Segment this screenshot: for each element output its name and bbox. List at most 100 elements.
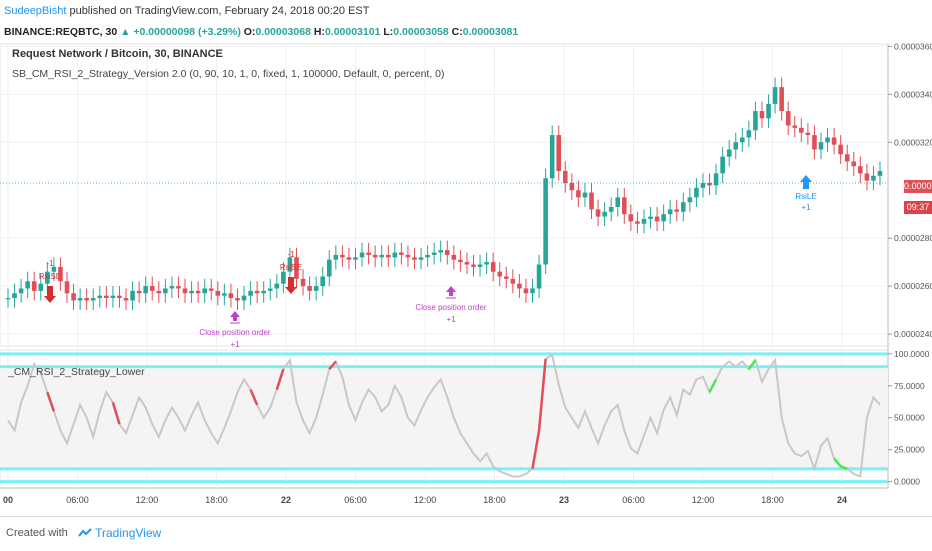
candle-body [64,281,70,294]
rsi-signal-segment [111,402,121,425]
rsi-signal-segment [840,465,848,470]
candle-body [674,209,680,212]
candle-body [667,209,673,215]
candle-body [733,142,739,150]
close-order-qty: +1 [230,340,240,349]
high-value: 0.00003101 [324,26,381,38]
candle-body [340,254,345,258]
candle-body [366,252,371,255]
candle-body [490,262,496,272]
candle-body [215,290,221,296]
candle-body [149,286,155,291]
candle-body [97,295,103,299]
candle-body [471,264,476,267]
long-entry-arrow [800,175,812,189]
candle-body [766,103,771,119]
candle-body [267,288,273,291]
candle-body [458,259,463,263]
candle-body [51,266,57,272]
candle-body [726,149,732,157]
rsi-tick-label: 0.0000 [894,477,920,487]
candle-body [451,254,457,260]
short-entry-label: RsiSE [280,263,302,272]
tradingview-brand: TradingView [95,526,162,540]
candle-body [589,192,594,210]
time-tick-label: 06:00 [622,495,645,505]
close-order-arrow [230,311,240,321]
candle-body [123,298,129,301]
rsi-signal-segment [747,359,757,370]
candle-body [779,87,784,112]
candle-body [31,281,37,291]
candle-body [248,290,253,296]
time-tick-label: 22 [281,495,291,505]
candle-body [45,271,50,284]
rsi-band-fill [0,366,888,469]
candle-body [307,286,312,291]
candle-body [104,295,109,299]
candle-body [77,298,83,301]
candle-body [169,286,175,289]
strategy-legend[interactable]: SB_CM_RSI_2_Strategy_Version 2.0 (0, 90,… [12,68,445,80]
candle-body [792,125,798,128]
candle-body [844,154,850,162]
candle-body [405,254,411,258]
close-order-arrow [446,286,456,296]
candle-body [313,286,319,291]
candle-body [700,183,706,188]
rsi-signal-segment [537,358,547,431]
candle-body [562,171,568,184]
candle-body [517,283,522,289]
candle-body [772,87,778,104]
candle-body [202,288,207,294]
candle-body [431,252,437,255]
rsi-signal-segment [708,378,718,393]
candle-body [831,137,837,145]
candle-body [182,288,188,294]
tradingview-icon [78,528,92,537]
rsi-tick-label: 50.0000 [894,413,925,423]
last-price-tag: 0.00003030 [904,180,932,193]
candle-body [595,209,601,217]
chart-canvas[interactable]: 00 06:00 12:00 18:00 22 06:00 12:00 18:00 23 06:0… [0,0,932,516]
close-order-qty: +1 [446,315,456,324]
candle-body [300,278,306,287]
candle-body [38,283,44,291]
candle-body [759,111,765,119]
candle-body [25,281,30,289]
candle-body [176,286,181,289]
candle-body [648,216,653,219]
candle-body [687,197,693,203]
lower-indicator-legend[interactable]: _CM_RSI_2_Strategy_Lower [8,366,145,378]
candle-body [208,288,214,291]
tradingview-logo[interactable]: TradingView [78,526,161,540]
time-tick-label: 12:00 [692,495,715,505]
candle-body [602,211,607,217]
time-tick-label: 23 [559,495,569,505]
author-link[interactable]: SudeepBisht [4,5,67,17]
candle-body [444,250,450,255]
candle-body [222,293,227,296]
candle-body [90,298,96,301]
rsi-tick-label: 100.0000 [894,349,930,359]
candle-body [622,197,627,215]
time-tick-label: 06:00 [66,495,89,505]
candle-body [510,278,516,284]
publish-line: SudeepBisht published on TradingView.com… [4,5,370,17]
long-qty-label: +1 [801,203,811,212]
rsi-signal-segment [249,389,259,406]
candle-body [681,202,686,212]
candle-body [864,173,870,181]
main-legend[interactable]: Request Network / Bitcoin, 30, BINANCE [12,48,223,60]
candle-body [871,175,876,181]
candle-body [608,206,614,212]
candle-body [556,135,562,172]
candle-body [805,132,811,136]
candle-body [71,293,76,301]
rsi-line [7,353,881,478]
candle-body [359,252,365,258]
candle-body [464,262,470,265]
candle-body [399,252,404,255]
candle-body [438,250,444,253]
candle-body [569,183,575,191]
